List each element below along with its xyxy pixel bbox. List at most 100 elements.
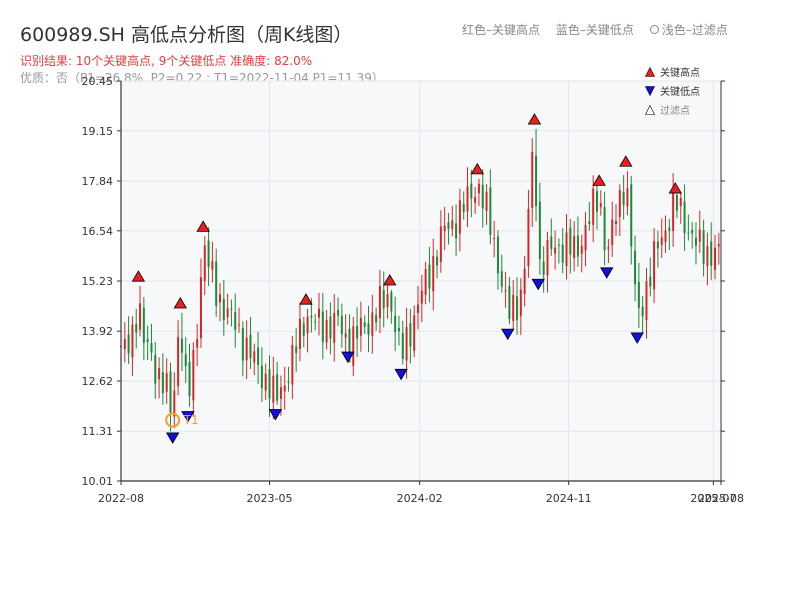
candle-body (504, 290, 507, 292)
candle-body (516, 296, 519, 321)
candle-body (253, 351, 256, 363)
legend-blue-text: 蓝色–关键低点 (555, 23, 634, 37)
candle-body (432, 256, 435, 292)
candle-body (272, 375, 275, 403)
result-summary: 识别结果: 10个关键高点, 9个关键低点 准确度: 82.0% (20, 54, 313, 68)
candle-body (508, 285, 511, 320)
candle-body (554, 247, 557, 254)
candle-body (618, 190, 621, 217)
candle-body (298, 318, 301, 349)
key-high-marker (383, 274, 397, 286)
candle-body (325, 319, 328, 343)
key-low-marker (630, 332, 644, 344)
candle-body (158, 368, 161, 380)
candle-body (356, 325, 359, 339)
candle-body (405, 327, 408, 361)
key-low-marker (394, 368, 408, 381)
candle-body (706, 245, 709, 267)
t1-label: T1 (183, 413, 199, 427)
candle-body (717, 244, 720, 247)
candle-body (352, 326, 355, 366)
candle-body (626, 188, 629, 207)
key-low-marker (600, 267, 614, 279)
candle-body (127, 334, 130, 354)
candle-body (649, 276, 652, 287)
key-high-marker (196, 220, 210, 232)
candle-body (645, 281, 648, 321)
candle-body (359, 317, 362, 336)
candle-body (348, 328, 351, 363)
candle-body (592, 188, 595, 225)
legend-marker (645, 66, 655, 77)
candle-body (573, 236, 576, 258)
key-low-marker (268, 409, 283, 421)
candle-body (184, 354, 187, 366)
key-high-marker (619, 155, 633, 167)
key-high-marker (470, 162, 485, 175)
candle-body (165, 373, 168, 392)
candle-body (306, 316, 309, 334)
legend-label: 关键高点 (660, 66, 700, 79)
candle-body (611, 219, 614, 246)
y-tick-label: 11.31 (82, 425, 114, 438)
candle-body (599, 203, 602, 208)
candle-body (496, 236, 499, 274)
legend-hollow-item: 浅色–过滤点 (649, 23, 740, 37)
candle-body (135, 324, 138, 333)
candle-body (333, 312, 336, 343)
x-tick-label: 2025-08 (698, 492, 744, 505)
candle-body (390, 292, 393, 312)
candle-body (477, 183, 480, 194)
candle-body (260, 365, 263, 388)
candle-body (691, 230, 694, 234)
candle-body (203, 245, 206, 282)
candle-body (219, 294, 222, 303)
t1-marker (165, 412, 181, 428)
candle-body (329, 316, 332, 339)
candle-body (310, 315, 313, 318)
key-high-marker (592, 174, 606, 186)
candle-body (458, 200, 461, 234)
candle-body (672, 191, 675, 232)
candle-body (656, 241, 659, 249)
legend-marker (645, 104, 655, 115)
candle-body (420, 290, 423, 304)
candle-body (687, 232, 690, 234)
candle-body (470, 183, 473, 199)
key-low-marker (531, 278, 545, 291)
candle-body (527, 209, 530, 267)
candle-body (588, 221, 591, 224)
candle-body (603, 207, 606, 251)
candle-body (177, 336, 180, 387)
candle-body (557, 244, 560, 246)
candle-body (192, 350, 195, 401)
candle-body (287, 381, 290, 383)
candle-body (199, 277, 202, 339)
candle-body (535, 155, 538, 207)
candle-body (424, 269, 427, 295)
candle-body (668, 227, 671, 232)
candle-body (436, 256, 439, 266)
candle-body (123, 339, 126, 350)
candle-body (634, 250, 637, 285)
candle-body (401, 332, 404, 360)
candle-body (318, 308, 321, 318)
candle-body (413, 315, 416, 351)
candle-body (455, 223, 458, 239)
candle-body (279, 387, 282, 399)
key-low-marker (341, 351, 355, 364)
candle-body (653, 241, 656, 290)
candle-body (321, 311, 324, 343)
candle-body (367, 323, 370, 335)
candle-body (154, 354, 157, 384)
candle-body (615, 221, 618, 224)
candle-body (169, 371, 172, 413)
candle-body (215, 261, 218, 306)
candle-body (447, 222, 450, 229)
candle-body (451, 220, 454, 229)
legend-red-text: 红色–关键高点 (462, 23, 541, 37)
x-tick-label: 2024-11 (546, 492, 592, 505)
candle-body (139, 303, 142, 330)
candle-body (675, 194, 678, 211)
